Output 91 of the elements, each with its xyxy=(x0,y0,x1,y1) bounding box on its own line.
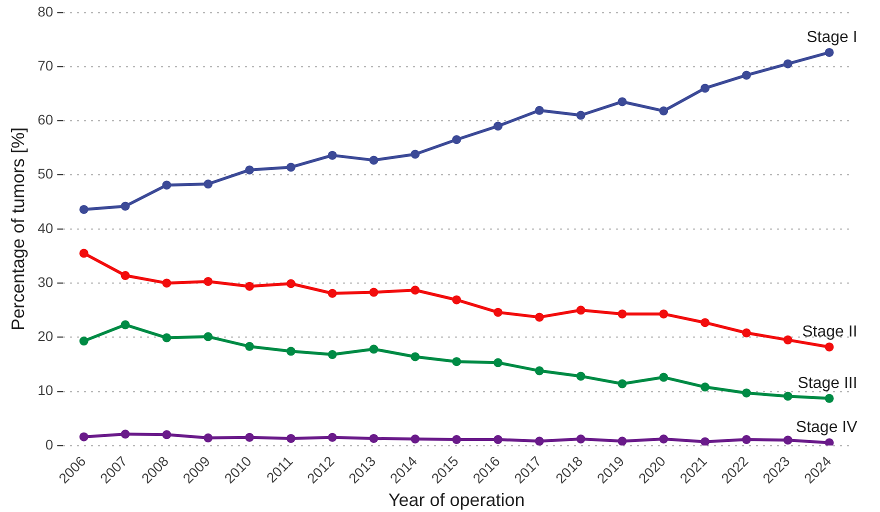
point xyxy=(618,379,627,388)
point xyxy=(162,180,172,190)
y-tick-label: 30 xyxy=(38,274,54,290)
point xyxy=(534,366,544,376)
point xyxy=(452,135,462,144)
point xyxy=(618,436,627,446)
point xyxy=(700,437,710,446)
point xyxy=(245,165,254,174)
point xyxy=(410,434,420,444)
point xyxy=(494,358,502,368)
point xyxy=(120,271,130,280)
point xyxy=(286,434,296,443)
point xyxy=(742,328,751,338)
point xyxy=(659,106,668,116)
point xyxy=(120,202,130,211)
y-tick-label: 20 xyxy=(38,328,54,344)
point xyxy=(659,309,668,318)
point xyxy=(534,312,544,322)
point xyxy=(369,288,378,297)
point xyxy=(245,432,254,442)
point xyxy=(162,278,172,288)
point xyxy=(328,432,337,442)
point xyxy=(204,276,213,286)
point xyxy=(162,333,172,342)
point xyxy=(576,306,586,315)
point xyxy=(618,97,627,106)
point xyxy=(824,342,834,352)
point xyxy=(576,372,586,381)
point xyxy=(204,180,213,189)
point xyxy=(369,344,378,354)
point xyxy=(410,286,420,295)
point xyxy=(534,106,544,115)
series-label: Stage I xyxy=(806,28,858,46)
point xyxy=(700,318,710,328)
y-tick-label: 70 xyxy=(38,57,54,74)
y-tick-label: 50 xyxy=(38,166,54,182)
series-label: Stage III xyxy=(798,374,858,392)
point xyxy=(328,288,337,298)
point xyxy=(618,309,627,318)
point xyxy=(700,382,710,392)
point xyxy=(783,59,792,68)
point xyxy=(328,350,337,360)
x-axis-title: Year of operation xyxy=(388,490,525,510)
y-tick-label: 0 xyxy=(45,436,54,452)
point xyxy=(452,435,462,444)
point xyxy=(369,434,378,443)
point xyxy=(79,204,88,214)
series-label: Stage II xyxy=(802,323,858,340)
point xyxy=(120,430,130,439)
point xyxy=(700,84,710,93)
point xyxy=(659,372,668,382)
point xyxy=(742,70,751,80)
point xyxy=(783,392,792,401)
point xyxy=(824,48,834,57)
point xyxy=(742,435,751,444)
point xyxy=(494,122,502,131)
point xyxy=(494,308,502,317)
point xyxy=(494,435,502,444)
point xyxy=(79,248,88,258)
point xyxy=(410,352,420,362)
point xyxy=(576,110,586,120)
point xyxy=(410,150,420,159)
y-tick-label: 80 xyxy=(38,3,54,20)
point xyxy=(824,438,834,446)
point xyxy=(742,388,751,398)
point xyxy=(286,279,296,288)
y-axis-title: Percentage of tumors [%] xyxy=(8,127,28,331)
y-tick-label: 10 xyxy=(38,382,54,398)
point xyxy=(204,433,213,442)
y-tick-label: 40 xyxy=(38,220,54,236)
point xyxy=(369,156,378,165)
point xyxy=(286,162,296,172)
point xyxy=(162,430,172,440)
point xyxy=(824,394,834,403)
point xyxy=(245,342,254,351)
point xyxy=(120,320,130,330)
point xyxy=(534,436,544,446)
point xyxy=(452,357,462,366)
point xyxy=(328,150,337,160)
point xyxy=(783,335,792,344)
point xyxy=(79,432,88,442)
point xyxy=(576,434,586,444)
point xyxy=(245,282,254,291)
point xyxy=(452,295,462,304)
y-tick-label: 60 xyxy=(38,112,54,128)
point xyxy=(783,436,792,445)
point xyxy=(286,346,296,356)
series-label: Stage IV xyxy=(796,419,858,436)
point xyxy=(79,336,88,346)
point xyxy=(659,434,668,444)
point xyxy=(204,332,213,342)
